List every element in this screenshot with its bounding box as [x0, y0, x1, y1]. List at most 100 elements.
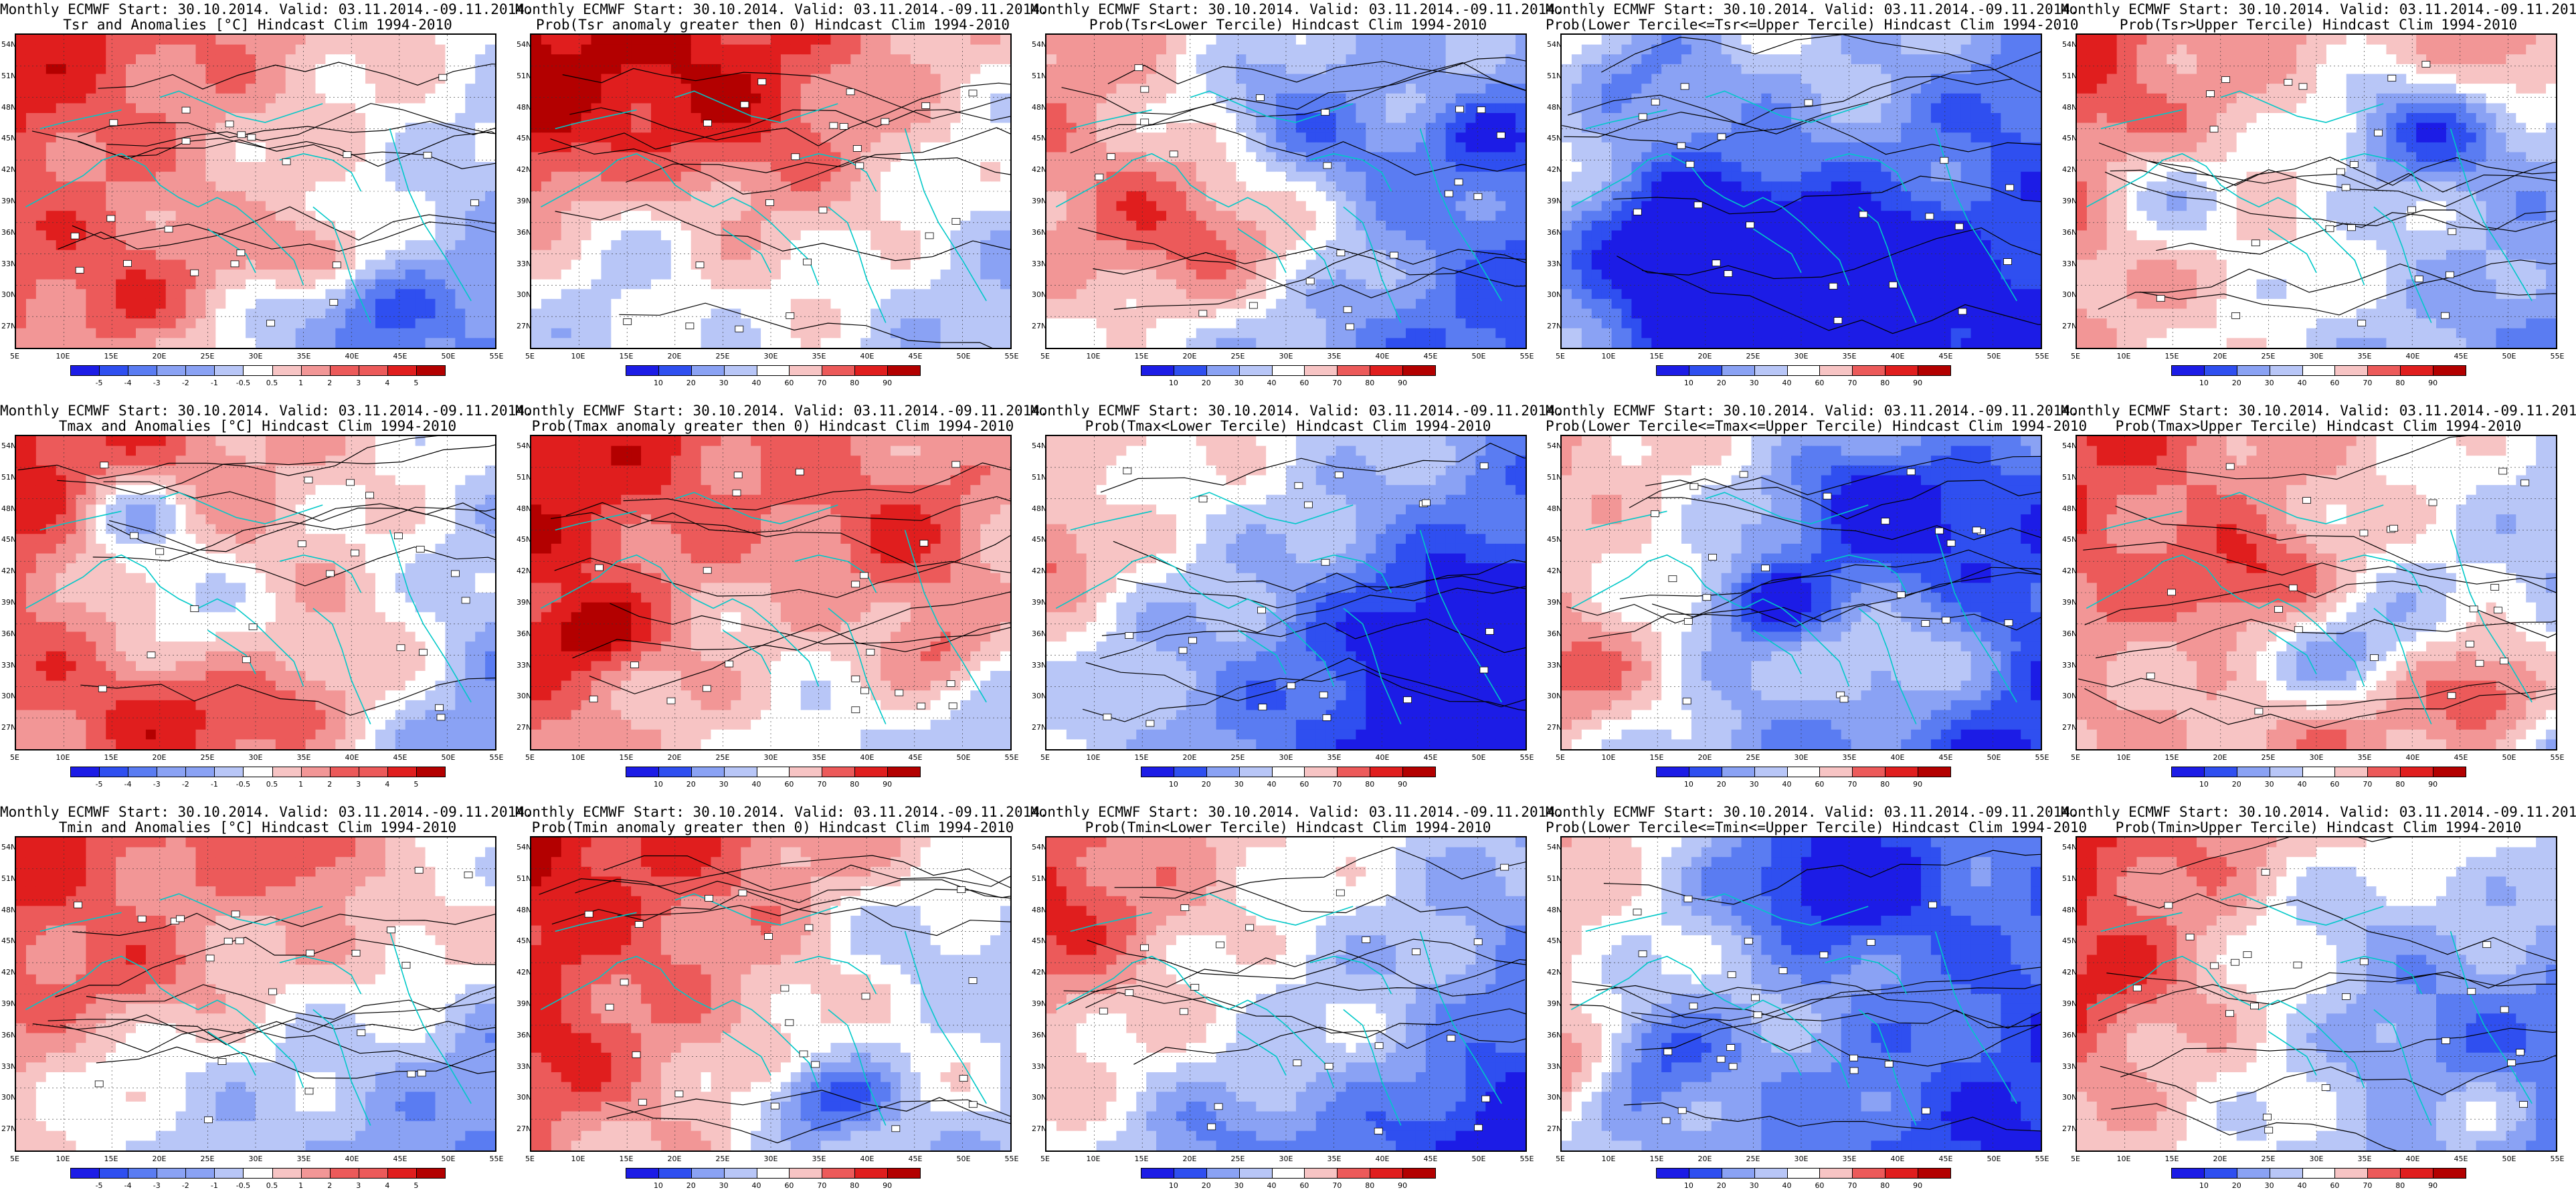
latitude-label: 30N — [1547, 692, 1562, 700]
colorbar-segment — [822, 767, 856, 777]
colorbar-tick-label: 20 — [686, 379, 696, 387]
latitude-label: 36N — [1547, 228, 1562, 237]
latitude-label: 51N — [1032, 473, 1046, 482]
colorbar-segment — [1721, 1168, 1755, 1179]
longitude-label: 25E — [1231, 352, 1245, 361]
colorbar-segment — [416, 767, 446, 777]
colorbar-segment — [1852, 365, 1886, 376]
colorbar-tick-label: -1 — [211, 780, 218, 789]
colorbar-tick-label: 20 — [2232, 780, 2241, 789]
latitude-label: 36N — [2062, 228, 2077, 237]
longitude-label: 30E — [1279, 352, 1293, 361]
colorbar-segment — [1656, 365, 1689, 376]
panel-title-line1: Monthly ECMWF Start: 30.10.2014. Valid: … — [1030, 804, 1564, 820]
colorbar-segment — [1852, 1168, 1886, 1179]
longitude-label: 5E — [10, 1155, 19, 1163]
colorbar-segment — [214, 1168, 244, 1179]
longitude-label: 40E — [860, 753, 875, 762]
colorbar-segment — [789, 767, 823, 777]
colorbar-tick-label: 70 — [2363, 379, 2372, 387]
longitude-label: 15E — [1650, 1155, 1664, 1163]
longitude-label: 30E — [764, 352, 778, 361]
colorbar-tick-label: 80 — [1880, 780, 1890, 789]
longitude-label: 40E — [345, 753, 359, 762]
colorbar-tick-label: 4 — [385, 1181, 389, 1190]
map-field — [531, 436, 1010, 749]
latitude-label: 33N — [1, 661, 16, 670]
longitude-label: 50E — [2502, 1155, 2516, 1163]
longitude-label: 20E — [1183, 1155, 1197, 1163]
longitude-label: 50E — [1472, 1155, 1486, 1163]
latitude-label: 33N — [1032, 260, 1046, 268]
longitude-label: 15E — [104, 753, 118, 762]
longitude-label: 5E — [525, 753, 535, 762]
longitude-label: 35E — [1327, 1155, 1342, 1163]
map-field — [1046, 35, 1526, 348]
colorbar-tick-label: 60 — [1815, 379, 1824, 387]
colorbar-tick-label: 90 — [2428, 1181, 2437, 1190]
longitude-label: 35E — [1327, 753, 1342, 762]
longitude-label: 40E — [860, 1155, 875, 1163]
colorbar-segment — [329, 1168, 359, 1179]
latitude-label: 51N — [1, 72, 16, 80]
colorbar-segment — [1238, 1168, 1273, 1179]
longitude-label: 50E — [1987, 1155, 2001, 1163]
colorbar-segment — [723, 1168, 757, 1179]
latitude-label: 30N — [1, 290, 16, 299]
longitude-label: 20E — [153, 1155, 167, 1163]
map-field — [16, 837, 495, 1150]
longitude-axis: 5E 10E 15E 20E 25E 30E 35E 40E 45E 50E 55E — [2071, 753, 2564, 763]
colorbar-segment — [1754, 767, 1788, 777]
latitude-label: 27N — [1, 322, 16, 330]
colorbar-segment — [329, 767, 359, 777]
colorbar-segment — [756, 365, 790, 376]
longitude-label: 20E — [2213, 352, 2227, 361]
latitude-label: 45N — [1547, 134, 1562, 142]
colorbar-tick-label: 1 — [298, 379, 303, 387]
longitude-label: 35E — [297, 753, 311, 762]
longitude-label: 10E — [571, 753, 585, 762]
longitude-label: 50E — [1987, 753, 2001, 762]
colorbar-tick-label: 70 — [1332, 379, 1342, 387]
longitude-label: 20E — [668, 352, 682, 361]
colorbar-segment — [2236, 365, 2270, 376]
colorbar-segment — [822, 365, 856, 376]
longitude-label: 20E — [2213, 753, 2227, 762]
latitude-label: 51N — [1, 473, 16, 482]
panel-title-line2: Tsr and Anomalies [°C] Hindcast Clim 199… — [0, 17, 515, 33]
colorbar-tick-label: 20 — [686, 780, 696, 789]
colorbar-tick-label: 90 — [2428, 379, 2437, 387]
colorbar-tick-label: 5 — [413, 780, 418, 789]
colorbar-segment — [2367, 1168, 2401, 1179]
longitude-label: 30E — [249, 352, 263, 361]
longitude-axis: 5E 10E 15E 20E 25E 30E 35E 40E 45E 50E 55E — [1040, 1155, 1534, 1164]
colorbar-segment — [1721, 365, 1755, 376]
colorbar-segment — [1304, 767, 1338, 777]
colorbar-tick-label: 70 — [1847, 1181, 1857, 1190]
colorbar-segment — [358, 1168, 388, 1179]
longitude-label: 25E — [2262, 352, 2276, 361]
colorbar-tick-label: 10 — [1169, 780, 1178, 789]
colorbar-segment — [2433, 365, 2466, 376]
longitude-label: 10E — [1087, 753, 1101, 762]
latitude-label: 27N — [1547, 1124, 1562, 1133]
longitude-axis: 5E 10E 15E 20E 25E 30E 35E 40E 45E 50E 55E — [10, 1155, 503, 1164]
map-field — [1562, 436, 2041, 749]
map-area — [1045, 33, 1527, 349]
longitude-label: 25E — [716, 753, 730, 762]
longitude-axis: 5E 10E 15E 20E 25E 30E 35E 40E 45E 50E 55E — [1040, 753, 1534, 763]
map-field — [16, 35, 495, 348]
map-field — [2077, 35, 2556, 348]
map-panel: Monthly ECMWF Start: 30.10.2014. Valid: … — [1030, 401, 1564, 803]
latitude-label: 54N — [1547, 441, 1562, 450]
longitude-label: 50E — [957, 352, 971, 361]
latitude-label: 42N — [1032, 968, 1046, 977]
latitude-label: 51N — [517, 473, 531, 482]
colorbar-tick-label: 10 — [1684, 379, 1693, 387]
latitude-label: 33N — [517, 1062, 531, 1071]
longitude-label: 35E — [297, 352, 311, 361]
colorbar-tick-label: 5 — [413, 1181, 418, 1190]
latitude-label: 36N — [517, 1031, 531, 1039]
colorbar-tick-label: 10 — [2199, 1181, 2209, 1190]
longitude-label: 45E — [909, 1155, 923, 1163]
